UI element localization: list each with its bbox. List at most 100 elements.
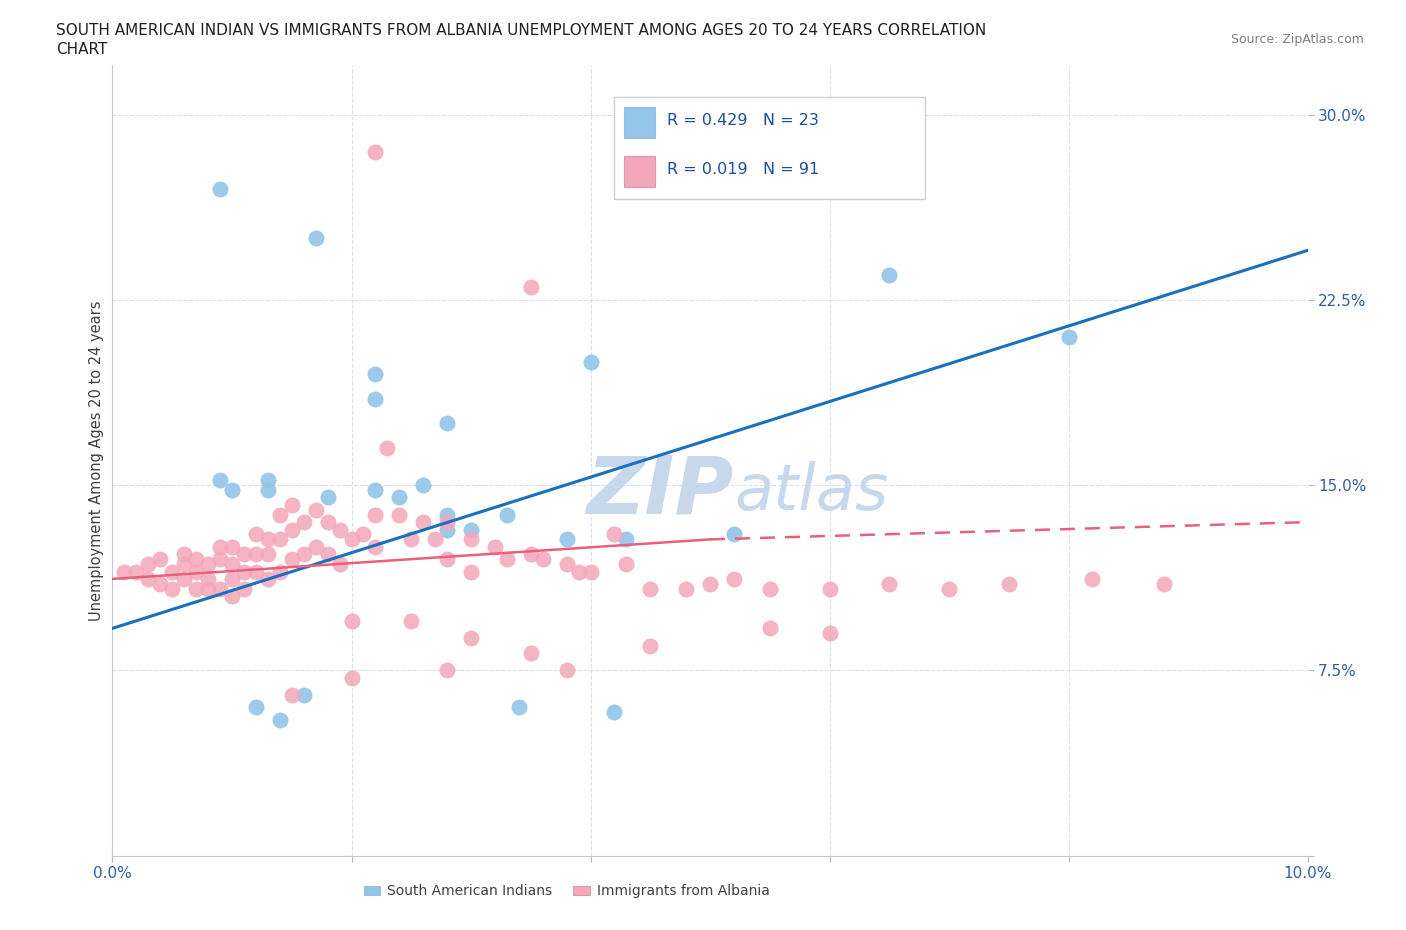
Point	[138, 571, 160, 586]
Point	[879, 577, 901, 591]
Point	[173, 547, 195, 562]
Point	[364, 392, 387, 406]
Point	[603, 527, 626, 542]
Point	[162, 581, 183, 596]
Point	[818, 581, 841, 596]
Point	[340, 614, 363, 629]
Point	[292, 687, 315, 702]
Point	[640, 638, 662, 653]
Point	[1057, 329, 1080, 344]
Point	[496, 507, 519, 522]
Point	[305, 539, 328, 554]
Point	[114, 565, 135, 579]
Point	[269, 712, 291, 727]
Point	[209, 551, 232, 566]
Point	[616, 557, 638, 572]
Point	[197, 557, 219, 572]
Point	[998, 577, 1021, 591]
Point	[938, 581, 960, 596]
Point	[520, 645, 543, 660]
Point	[221, 589, 243, 604]
Point	[329, 557, 352, 572]
Point	[1153, 577, 1175, 591]
Point	[245, 700, 267, 715]
Point	[233, 565, 256, 579]
Point	[759, 621, 782, 636]
Point	[316, 490, 339, 505]
Point	[377, 441, 399, 456]
Point	[149, 577, 172, 591]
Point	[412, 478, 434, 493]
Point	[616, 532, 638, 547]
Point	[245, 547, 267, 562]
Point	[1081, 571, 1104, 586]
Point	[723, 527, 745, 542]
Point	[425, 532, 447, 547]
Text: atlas: atlas	[734, 461, 889, 523]
Point	[603, 705, 626, 720]
Point	[353, 527, 375, 542]
Text: SOUTH AMERICAN INDIAN VS IMMIGRANTS FROM ALBANIA UNEMPLOYMENT AMONG AGES 20 TO 2: SOUTH AMERICAN INDIAN VS IMMIGRANTS FROM…	[56, 23, 987, 38]
Point	[269, 507, 291, 522]
Point	[460, 532, 482, 547]
Point	[316, 547, 339, 562]
Point	[269, 565, 291, 579]
Text: CHART: CHART	[56, 42, 108, 57]
Point	[818, 626, 841, 641]
Point	[364, 483, 387, 498]
Point	[233, 547, 256, 562]
Point	[579, 354, 602, 369]
Point	[388, 490, 411, 505]
Point	[197, 571, 219, 586]
Point	[257, 547, 280, 562]
Point	[245, 565, 267, 579]
Point	[401, 532, 423, 547]
Point	[759, 581, 782, 596]
Point	[281, 498, 304, 512]
Point	[436, 522, 458, 537]
Point	[401, 614, 423, 629]
Point	[138, 557, 160, 572]
Point	[186, 565, 208, 579]
Point	[568, 565, 591, 579]
Point	[125, 565, 148, 579]
Point	[257, 483, 280, 498]
Point	[209, 181, 232, 196]
Point	[245, 527, 267, 542]
Point	[281, 687, 304, 702]
Point	[257, 532, 280, 547]
Point	[305, 502, 328, 517]
Point	[364, 144, 387, 159]
Text: Source: ZipAtlas.com: Source: ZipAtlas.com	[1230, 33, 1364, 46]
Point	[484, 539, 506, 554]
Point	[221, 557, 243, 572]
Point	[221, 571, 243, 586]
Point	[579, 565, 602, 579]
Y-axis label: Unemployment Among Ages 20 to 24 years: Unemployment Among Ages 20 to 24 years	[89, 300, 104, 620]
Point	[292, 514, 315, 529]
Point	[412, 514, 434, 529]
Point	[555, 663, 578, 678]
Point	[460, 565, 482, 579]
Point	[436, 551, 458, 566]
Point	[723, 571, 745, 586]
Point	[364, 366, 387, 381]
Point	[555, 557, 578, 572]
Point	[340, 671, 363, 685]
Point	[149, 551, 172, 566]
Point	[460, 631, 482, 645]
Point	[209, 539, 232, 554]
Point	[316, 514, 339, 529]
Point	[257, 571, 280, 586]
Point	[162, 565, 183, 579]
Point	[233, 581, 256, 596]
Point	[329, 522, 352, 537]
Point	[436, 663, 458, 678]
Point	[531, 551, 554, 566]
Point	[555, 532, 578, 547]
Point	[879, 268, 901, 283]
Point	[520, 280, 543, 295]
Point	[340, 532, 363, 547]
Legend: South American Indians, Immigrants from Albania: South American Indians, Immigrants from …	[359, 879, 775, 904]
Point	[281, 522, 304, 537]
